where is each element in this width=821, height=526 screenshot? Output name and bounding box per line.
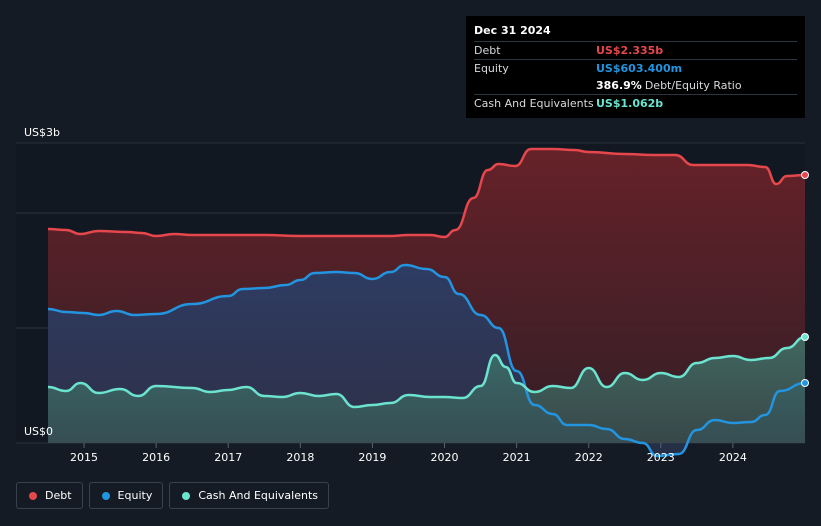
tooltip: Dec 31 2024 Debt US$2.335b Equity US$603… xyxy=(466,16,805,118)
tooltip-value: 386.9% xyxy=(596,79,642,92)
tooltip-date: Dec 31 2024 xyxy=(474,24,551,37)
tooltip-row-debt: Debt US$2.335b xyxy=(474,41,797,59)
cash-area xyxy=(48,337,805,443)
cash-line xyxy=(47,335,806,409)
x-axis-ticks: 2015 2016 2017 2018 2019 2020 2021 2022 2023 2024 xyxy=(70,443,747,464)
x-tick-label: 2019 xyxy=(358,451,386,464)
x-tick-label: 2022 xyxy=(575,451,603,464)
debt-dot-icon xyxy=(29,491,37,500)
x-tick-label: 2020 xyxy=(431,451,459,464)
equity-line xyxy=(47,263,806,458)
x-tick-label: 2021 xyxy=(503,451,531,464)
x-tick-label: 2023 xyxy=(647,451,675,464)
x-tick-label: 2024 xyxy=(719,451,747,464)
series-lines xyxy=(47,147,806,458)
cash-endpoint xyxy=(801,333,809,341)
debt-endpoint xyxy=(801,171,809,179)
series-areas xyxy=(48,149,805,456)
debt-line xyxy=(47,147,806,239)
tooltip-value: US$1.062b xyxy=(596,97,664,110)
y-axis-top-label: US$3b xyxy=(24,126,61,139)
series-endpoints xyxy=(801,171,809,387)
tooltip-row-equity: Equity US$603.400m xyxy=(474,59,797,77)
tooltip-key: Equity xyxy=(474,62,509,75)
legend: Debt Equity Cash And Equivalents xyxy=(16,482,329,509)
legend-item-equity[interactable]: Equity xyxy=(88,482,164,509)
legend-label: Equity xyxy=(117,489,153,502)
tooltip-value: US$603.400m xyxy=(596,62,683,75)
tooltip-value: US$2.335b xyxy=(596,44,664,57)
equity-endpoint xyxy=(801,379,809,387)
y-axis-bottom-label: US$0 xyxy=(24,425,54,438)
tooltip-extra: Debt/Equity Ratio xyxy=(644,79,742,92)
legend-label: Cash And Equivalents xyxy=(198,489,318,502)
tooltip-row-ratio: 386.9% Debt/Equity Ratio xyxy=(474,77,797,94)
tooltip-row-cash: Cash And Equivalents US$1.062b xyxy=(474,94,797,112)
legend-label: Debt xyxy=(45,489,72,502)
legend-item-debt[interactable]: Debt xyxy=(16,482,83,509)
cash-dot-icon xyxy=(182,491,191,500)
x-tick-label: 2016 xyxy=(142,451,170,464)
equity-dot-icon xyxy=(101,491,110,500)
x-tick-label: 2017 xyxy=(214,451,242,464)
x-tick-label: 2015 xyxy=(70,451,98,464)
tooltip-key: Debt xyxy=(474,44,501,57)
legend-item-cash[interactable]: Cash And Equivalents xyxy=(169,482,329,509)
tooltip-key: Cash And Equivalents xyxy=(474,97,594,110)
x-tick-label: 2018 xyxy=(286,451,314,464)
